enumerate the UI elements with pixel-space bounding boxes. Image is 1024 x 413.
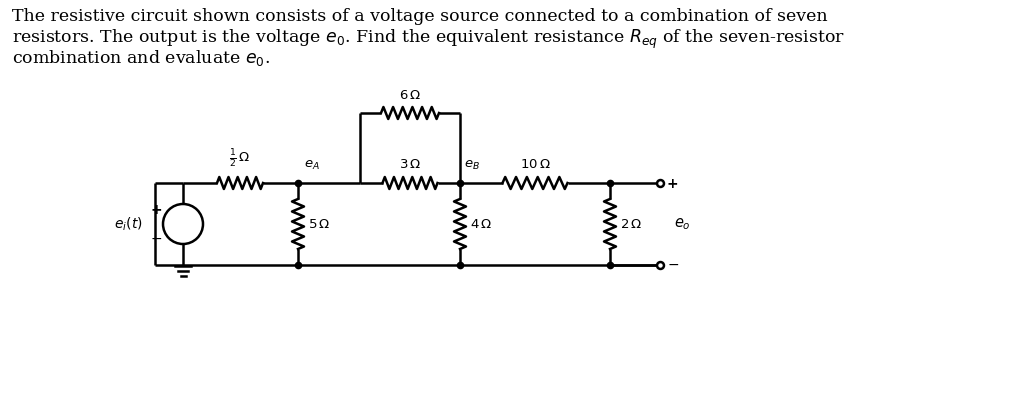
Text: $5\,\Omega$: $5\,\Omega$ bbox=[308, 218, 330, 230]
Text: $2\,\Omega$: $2\,\Omega$ bbox=[620, 218, 642, 230]
Text: resistors. The output is the voltage $e_0$. Find the equivalent resistance $R_{e: resistors. The output is the voltage $e_… bbox=[12, 28, 845, 51]
Text: $10\,\Omega$: $10\,\Omega$ bbox=[520, 158, 550, 171]
Text: $6\,\Omega$: $6\,\Omega$ bbox=[399, 89, 421, 102]
Text: $3\,\Omega$: $3\,\Omega$ bbox=[399, 158, 421, 171]
Text: $e_A$: $e_A$ bbox=[304, 159, 319, 172]
Text: $\frac{1}{2}\,\Omega$: $\frac{1}{2}\,\Omega$ bbox=[229, 148, 251, 170]
Text: $e_o$: $e_o$ bbox=[674, 216, 691, 232]
Text: $-$: $-$ bbox=[150, 231, 162, 245]
Text: combination and evaluate $e_0$.: combination and evaluate $e_0$. bbox=[12, 48, 270, 68]
Text: $e_i(t)$: $e_i(t)$ bbox=[115, 215, 143, 233]
Text: The resistive circuit shown consists of a voltage source connected to a combinat: The resistive circuit shown consists of … bbox=[12, 8, 827, 25]
Text: +: + bbox=[151, 203, 162, 217]
Text: $e_B$: $e_B$ bbox=[464, 159, 480, 172]
Text: +: + bbox=[667, 177, 679, 191]
Text: $-$: $-$ bbox=[667, 257, 679, 271]
Text: $4\,\Omega$: $4\,\Omega$ bbox=[470, 218, 493, 230]
